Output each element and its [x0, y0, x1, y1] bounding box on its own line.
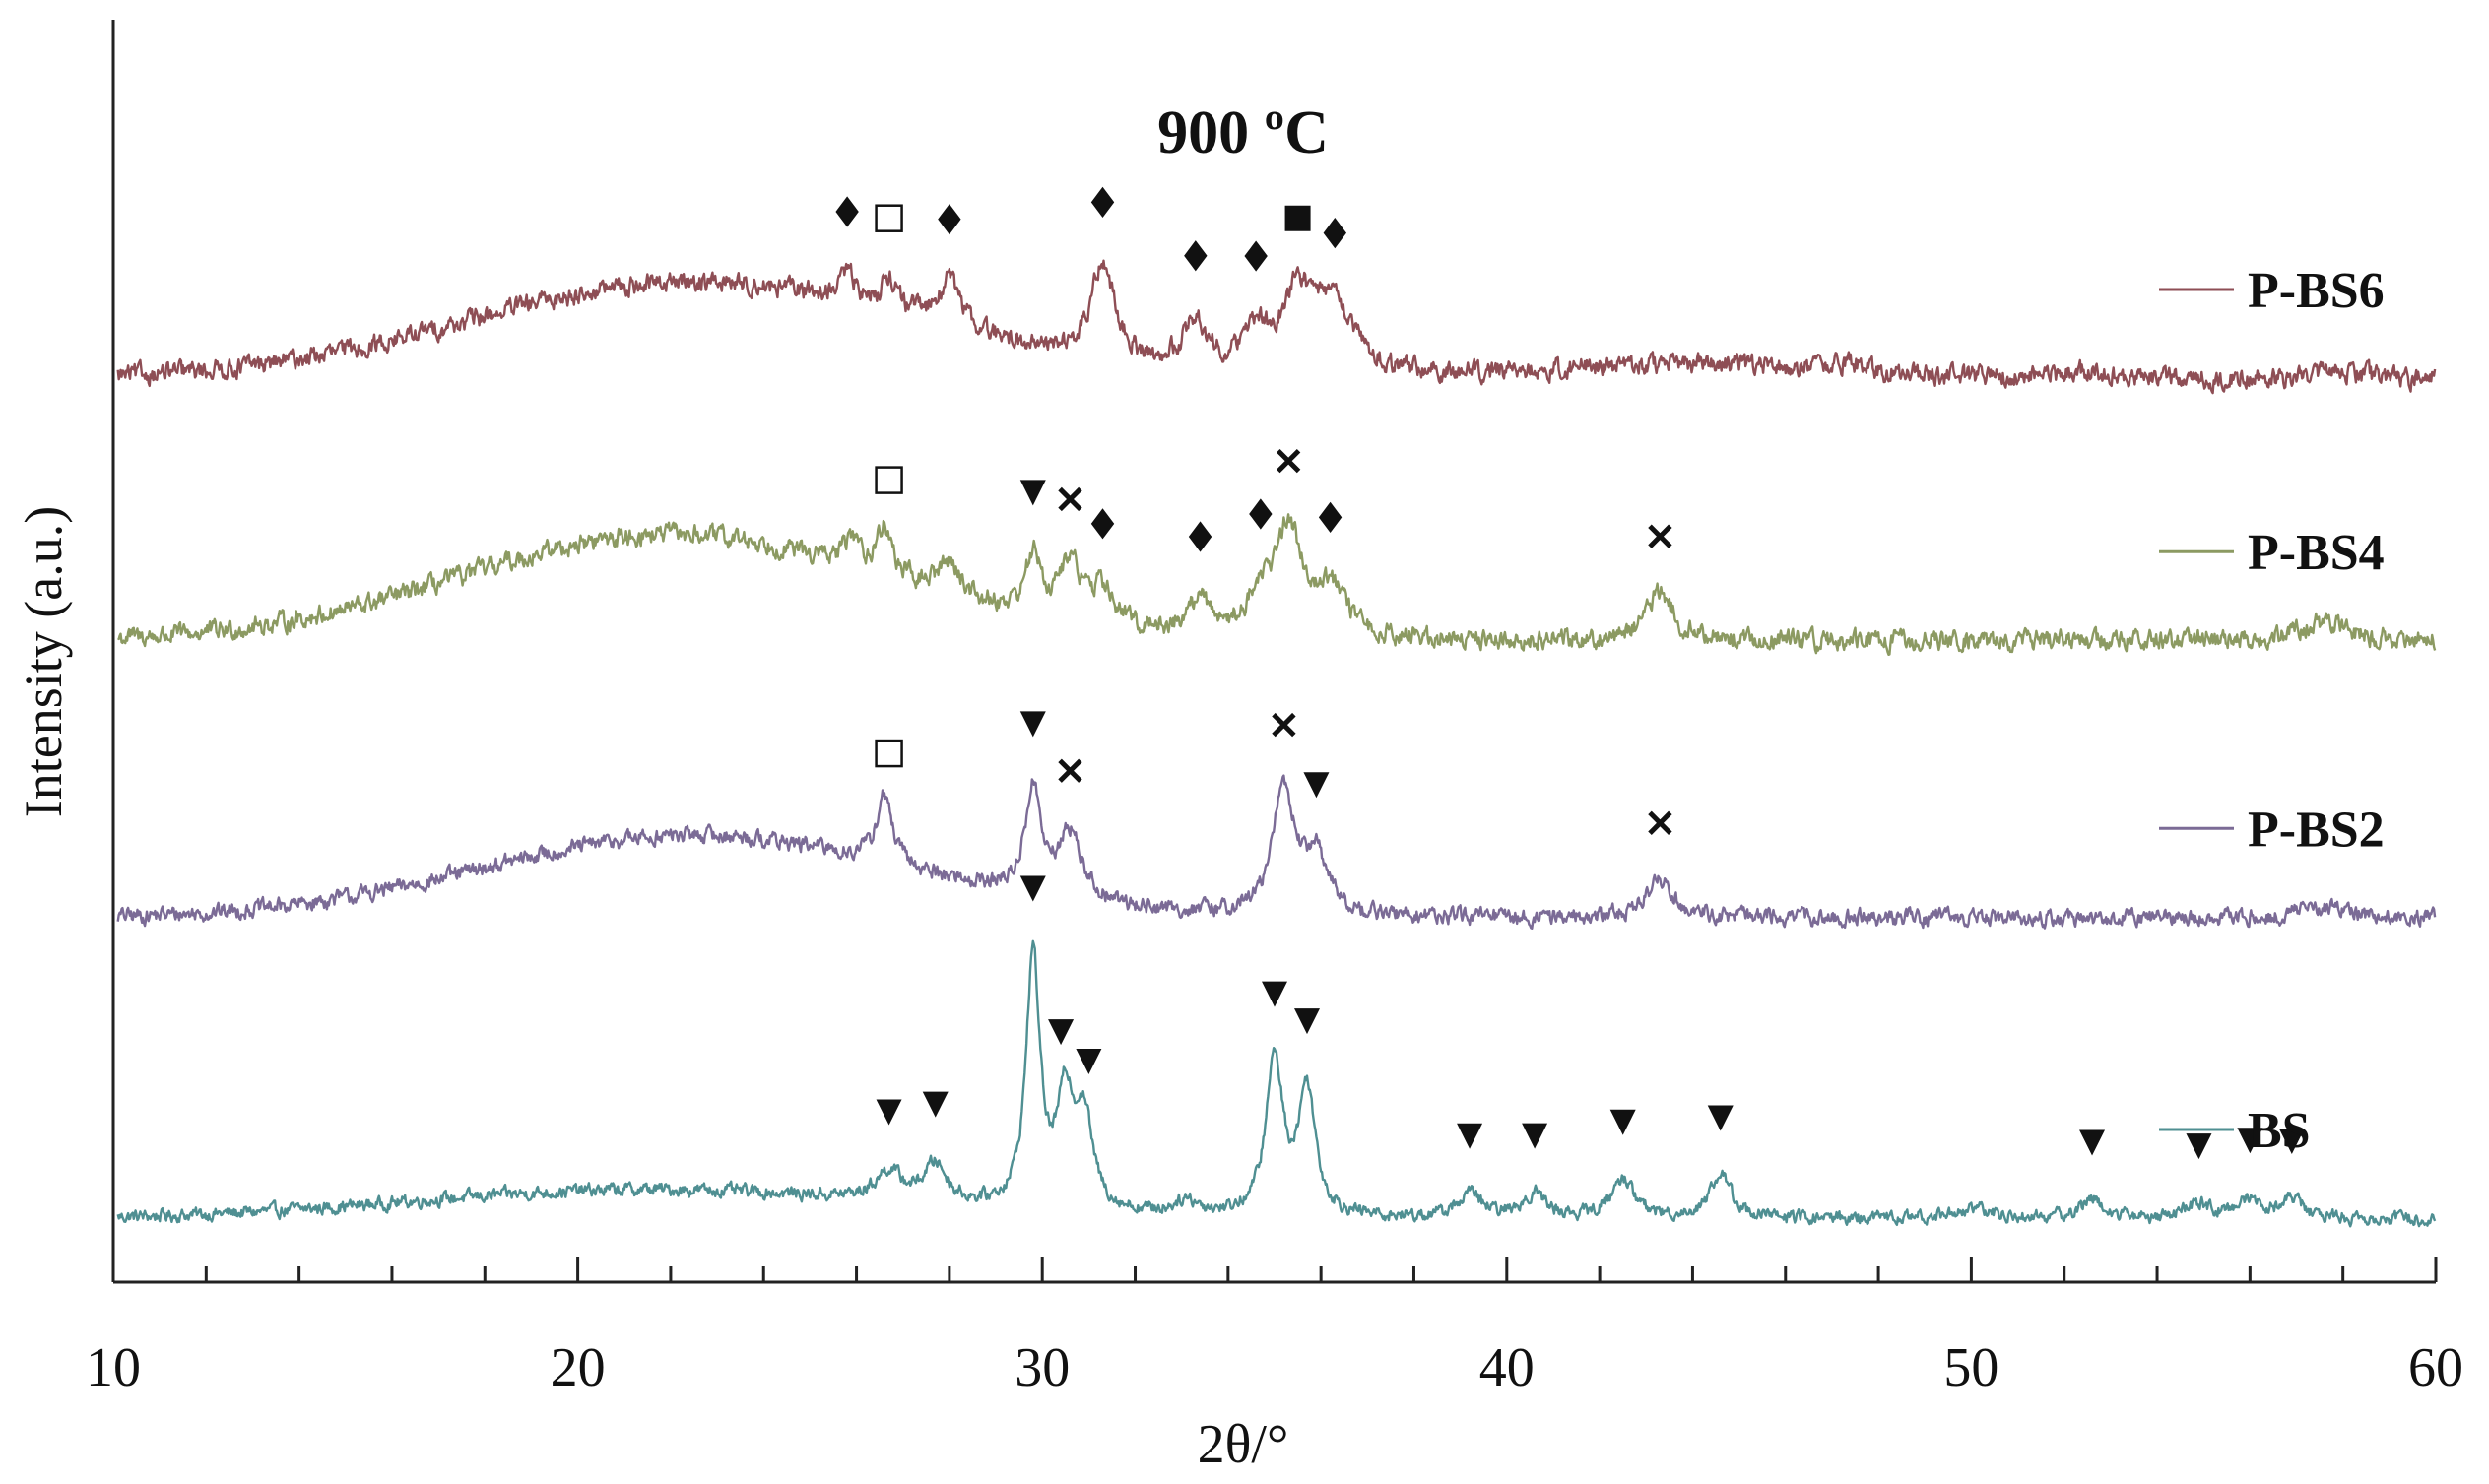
x-tick-label: 20 — [551, 1337, 606, 1398]
legend-label: P-BS4 — [2248, 525, 2385, 581]
x-axis-ticks — [111, 1257, 2438, 1282]
trace-p-bs6 — [116, 259, 2437, 395]
legend-label: P-BS2 — [2248, 802, 2385, 858]
legend-entry-p-bs4: P-BS4 — [2159, 525, 2385, 581]
phase-marker — [1276, 448, 1301, 474]
phase-marker — [1048, 1019, 1075, 1046]
phase-marker — [1184, 240, 1208, 272]
x-tick-label: 50 — [1943, 1337, 1998, 1398]
phase-marker — [875, 466, 903, 494]
phase-marker — [1318, 501, 1343, 533]
phase-marker — [1058, 758, 1082, 783]
legend: BS P-BS2 P-BS4 P-BS6 — [2159, 263, 2385, 1159]
phase-marker — [1272, 712, 1296, 738]
xrd-traces — [116, 259, 2437, 1228]
phase-marker — [875, 204, 903, 232]
phase-marker — [1262, 981, 1287, 1007]
phase-marker — [1284, 205, 1311, 231]
phase-marker — [1522, 1123, 1548, 1149]
phase-marker — [1058, 486, 1082, 512]
phase-marker — [835, 196, 859, 227]
phase-marker — [876, 1099, 902, 1126]
trace-p-bs4 — [117, 513, 2437, 656]
legend-entry-bs: BS — [2159, 1103, 2311, 1159]
phase-marker — [1303, 772, 1330, 799]
phase-marker — [1090, 186, 1115, 218]
legend-label: BS — [2248, 1103, 2311, 1159]
phase-marker — [938, 204, 961, 235]
phase-marker — [2079, 1129, 2106, 1156]
trace-p-bs2 — [116, 774, 2437, 930]
x-tick-label: 40 — [1479, 1337, 1535, 1398]
phase-marker — [1076, 1048, 1102, 1074]
x-tick-label: 30 — [1015, 1337, 1070, 1398]
phase-marker — [1244, 240, 1268, 272]
phase-marker — [922, 1091, 949, 1118]
phase-marker — [1249, 498, 1273, 530]
phase-marker — [1019, 875, 1046, 902]
phase-markers — [835, 186, 2305, 1160]
legend-entry-p-bs2: P-BS2 — [2159, 802, 2385, 858]
phase-marker — [1019, 480, 1046, 506]
phase-marker — [1457, 1123, 1483, 1149]
x-axis-label: 2θ/° — [1198, 1414, 1289, 1475]
legend-entry-p-bs6: P-BS6 — [2159, 263, 2385, 319]
phase-marker — [2278, 1129, 2305, 1155]
phase-marker — [1609, 1109, 1636, 1135]
phase-marker — [1323, 218, 1347, 249]
phase-marker — [1648, 524, 1672, 548]
y-axis-label: Intensity (a.u.) — [14, 506, 73, 817]
x-tick-label: 10 — [86, 1337, 141, 1398]
x-tick-label: 60 — [2408, 1337, 2463, 1398]
phase-marker — [1019, 711, 1046, 738]
phase-marker — [1648, 810, 1672, 835]
phase-marker — [2186, 1133, 2212, 1160]
x-axis-tick-labels: 10 20 30 40 50 60 — [86, 1337, 2463, 1398]
phase-marker — [875, 739, 903, 768]
trace-bs — [116, 939, 2437, 1228]
legend-label: P-BS6 — [2248, 263, 2385, 319]
phase-marker — [1294, 1008, 1321, 1035]
phase-marker — [2237, 1128, 2263, 1154]
phase-marker — [1707, 1105, 1734, 1131]
phase-marker — [1090, 508, 1115, 540]
chart-title: 900 ºC — [1157, 99, 1329, 166]
phase-marker — [1188, 521, 1212, 552]
